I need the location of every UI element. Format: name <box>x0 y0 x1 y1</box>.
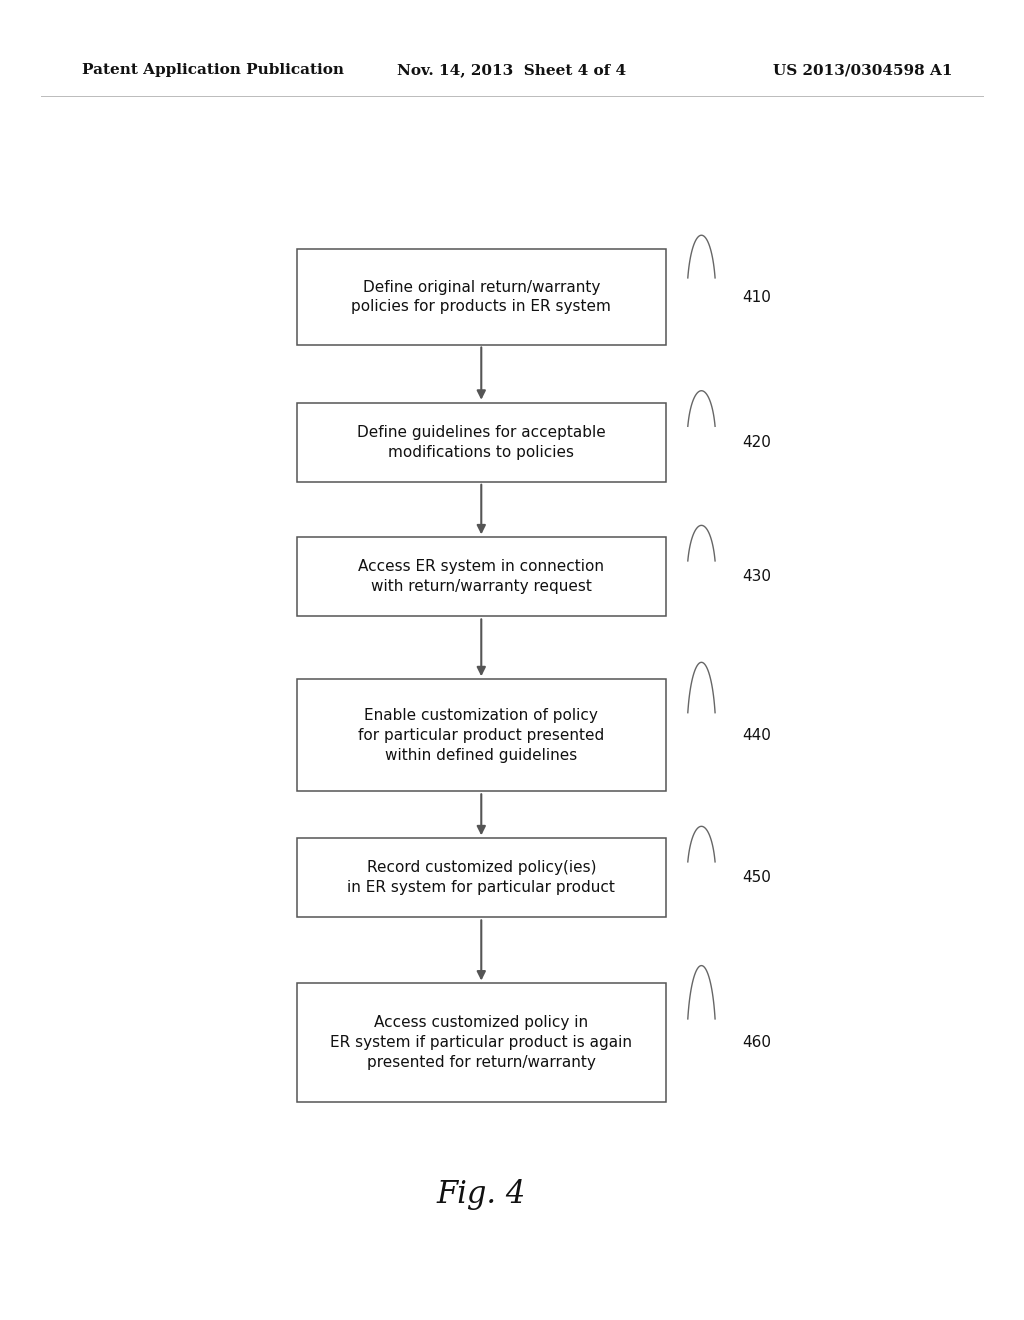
Text: 430: 430 <box>742 569 771 585</box>
Text: 440: 440 <box>742 727 771 743</box>
Text: Record customized policy(ies)
in ER system for particular product: Record customized policy(ies) in ER syst… <box>347 861 615 895</box>
Bar <box>297 537 666 616</box>
Text: 450: 450 <box>742 870 771 886</box>
Bar <box>297 838 666 917</box>
Bar <box>297 403 666 482</box>
Text: Access ER system in connection
with return/warranty request: Access ER system in connection with retu… <box>358 560 604 594</box>
Text: Fig. 4: Fig. 4 <box>436 1179 526 1210</box>
Bar <box>297 983 666 1102</box>
Text: Define guidelines for acceptable
modifications to policies: Define guidelines for acceptable modific… <box>357 425 605 459</box>
Text: Nov. 14, 2013  Sheet 4 of 4: Nov. 14, 2013 Sheet 4 of 4 <box>397 63 627 78</box>
Bar <box>297 249 666 345</box>
Bar <box>297 678 666 791</box>
Text: 410: 410 <box>742 289 771 305</box>
Text: Define original return/warranty
policies for products in ER system: Define original return/warranty policies… <box>351 280 611 314</box>
Text: Access customized policy in
ER system if particular product is again
presented f: Access customized policy in ER system if… <box>331 1015 632 1071</box>
Text: US 2013/0304598 A1: US 2013/0304598 A1 <box>773 63 952 78</box>
Text: Enable customization of policy
for particular product presented
within defined g: Enable customization of policy for parti… <box>358 708 604 763</box>
Text: 420: 420 <box>742 434 771 450</box>
Text: 460: 460 <box>742 1035 771 1051</box>
Text: Patent Application Publication: Patent Application Publication <box>82 63 344 78</box>
